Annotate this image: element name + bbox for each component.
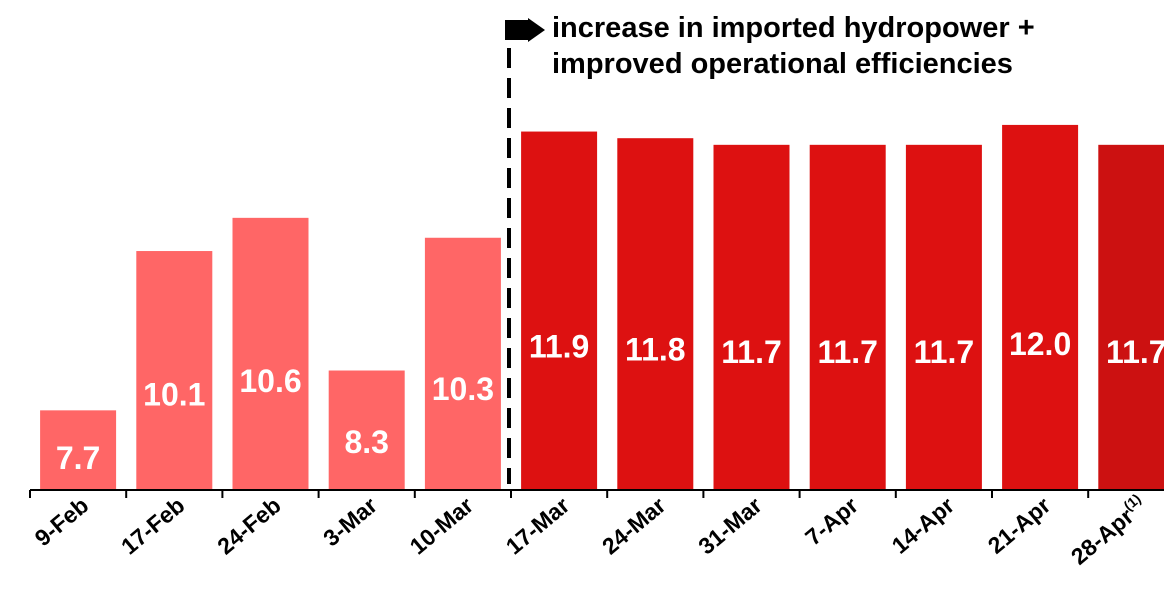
data-label: 10.6 [239,363,301,399]
x-axis-tick-labels: 9-Feb 17-Feb 24-Feb 3-Mar 10-Mar 17-Mar 24-Mar… [30,490,1152,569]
bar-9-Feb [40,410,117,490]
data-label: 11.7 [914,334,975,370]
bar-24-Mar [617,138,694,491]
x-tick-label-10-Mar: 10-Mar [405,492,479,560]
data-label: 11.8 [625,331,686,367]
bar-28-Apr [1098,144,1164,491]
data-label: 8.3 [344,424,388,460]
bars [40,124,1164,491]
x-tick-label-24-Feb: 24-Feb [212,492,286,560]
x-tick-label-17-Feb: 17-Feb [116,492,190,560]
data-label: 10.1 [143,376,205,412]
bar-3-Mar [328,370,405,490]
bar-17-Feb [136,251,213,490]
annotation-line-1: increase in imported hydropower + [552,12,1035,44]
bar-7-Apr [809,144,886,491]
annotation-text: increase in imported hydropower + improv… [552,10,1035,82]
data-label: 11.7 [817,334,878,370]
x-axis-ticks [29,490,1090,498]
footnote-superscript: (1) [1120,490,1143,513]
data-label: 11.7 [721,334,782,370]
data-label: 10.3 [432,371,494,407]
bar-21-Apr [1002,124,1079,491]
annotation-line-2: improved operational efficiencies [552,48,1013,80]
bar-14-Apr [905,144,982,491]
x-tick-label-7-Apr: 7-Apr [800,492,863,551]
data-labels: 7.7 10.1 10.6 8.3 10.3 11.9 11.8 11.7 11.7 11.7 12… [56,326,1164,476]
bar-24-Feb [232,217,309,490]
bar-31-Mar [713,144,790,491]
black-arrow-icon [505,18,545,42]
bar-10-Mar [424,237,501,490]
x-tick-label-21-Apr: 21-Apr [983,492,1056,559]
data-label: 12.0 [1009,326,1071,362]
bar-17-Mar [521,131,598,490]
x-tick-label-3-Mar: 3-Mar [318,492,382,551]
data-label: 7.7 [56,440,100,476]
x-tick-label-9-Feb: 9-Feb [30,492,94,551]
x-tick-label-17-Mar: 17-Mar [501,492,575,560]
x-tick-label-31-Mar: 31-Mar [693,492,767,560]
data-label: 11.9 [529,329,590,365]
x-tick-label-14-Apr: 14-Apr [887,492,960,559]
data-label: 11.7 [1106,334,1164,370]
x-tick-label-24-Mar: 24-Mar [597,492,671,560]
x-tick-label-28-Apr: 28-Apr(1) [1065,490,1152,569]
